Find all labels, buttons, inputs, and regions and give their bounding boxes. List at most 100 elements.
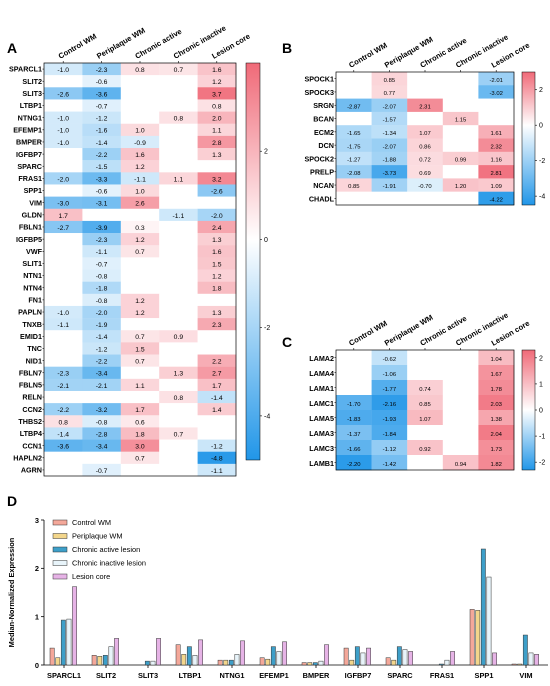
row-label: TNC: [27, 344, 42, 353]
heatmap-cell: [44, 196, 83, 209]
heatmap-cell: [159, 390, 198, 404]
bar: [408, 651, 413, 666]
heatmap-cell: [336, 178, 372, 192]
heatmap-cell: [44, 172, 83, 185]
heatmap-cell: [407, 165, 443, 179]
heatmap-cell: [442, 125, 479, 139]
heatmap-cell: [44, 111, 83, 124]
cell-value: -1.1: [211, 468, 223, 475]
bar: [534, 654, 539, 666]
heatmap-cell: [336, 165, 372, 179]
bar: [114, 638, 119, 666]
cell-value: -1.0: [57, 116, 69, 123]
heatmap-cell: [44, 135, 83, 149]
cell-value: 1.04: [490, 357, 502, 363]
x-tick-label: SPARC: [387, 671, 413, 680]
heatmap-cell: [159, 318, 198, 331]
legend-swatch: [52, 573, 68, 580]
heatmap-cell: [120, 87, 160, 100]
heatmap-cell: [371, 440, 408, 456]
heatmap-cell: [336, 138, 372, 152]
heatmap-cell: [478, 138, 515, 152]
cell-value: -2.87: [347, 104, 360, 110]
cell-value: -2.07: [383, 104, 396, 110]
row-label: RELN: [22, 393, 42, 402]
heatmap-cell: [197, 245, 237, 258]
cell-value: -1.4: [96, 140, 108, 147]
cell-value: 1.78: [490, 387, 502, 393]
bar: [108, 646, 114, 666]
heatmap-cell: [407, 350, 443, 366]
heatmap-cell: [120, 342, 160, 355]
heatmap-cell: [159, 208, 198, 222]
heatmap-cell: [407, 138, 443, 152]
cell-value: -2.6: [211, 188, 223, 195]
heatmap-cell: [442, 440, 479, 456]
y-tick-label: 3: [35, 516, 39, 525]
heatmap-cell: [82, 390, 121, 404]
cell-value: -1.4: [211, 395, 223, 402]
cell-value: -1.42: [383, 462, 396, 468]
heatmap-cell: [197, 318, 237, 331]
row-label: SPARC: [17, 162, 42, 171]
row-label: FBLN7: [19, 368, 42, 377]
heatmap-cell: [442, 138, 479, 152]
cell-value: -2.08: [347, 171, 361, 177]
row-label: CCN2: [22, 405, 42, 414]
heatmap-cell: [120, 75, 160, 88]
colorbar-tick-label: 0: [539, 123, 543, 130]
heatmap-cell: [478, 151, 515, 166]
colorbar-tick-label: 0: [264, 237, 268, 244]
colorbar-tick-label: -2: [264, 325, 270, 332]
heatmap-cell: [478, 410, 515, 426]
row-label: LTBP4: [20, 429, 42, 438]
cell-value: -2.0: [211, 213, 223, 220]
cell-value: -1.84: [383, 432, 397, 438]
legend-label: Chronic inactive lesion: [72, 559, 146, 568]
cell-value: -1.57: [383, 118, 396, 124]
heatmap-cell: [197, 233, 237, 246]
y-tick-label: 1: [35, 612, 39, 621]
cell-value: -1.1: [57, 322, 69, 329]
bar: [217, 659, 223, 666]
heatmap-cell: [442, 151, 479, 166]
colorbar: [245, 62, 261, 461]
colorbar-tick-label: -4: [539, 194, 545, 201]
heatmap-cell: [197, 160, 237, 173]
cell-value: 0.86: [419, 144, 431, 150]
bar: [223, 659, 229, 666]
row-label: NCAN: [313, 181, 334, 190]
heatmap-cell: [478, 85, 515, 99]
cell-value: -1.5: [96, 164, 108, 171]
row-label: DCN: [318, 141, 334, 150]
heatmap-cell: [44, 208, 83, 222]
heatmap-cell: [442, 365, 479, 381]
heatmap-cell: [44, 148, 83, 161]
cell-value: -1.1: [134, 176, 146, 183]
cell-value: -3.2: [96, 407, 108, 414]
heatmap-cell: [159, 245, 198, 258]
bar: [528, 652, 534, 666]
heatmap-cell: [120, 135, 160, 149]
cell-value: 0.74: [419, 387, 431, 393]
heatmap-cell: [371, 410, 408, 426]
heatmap-cell: [120, 293, 160, 307]
heatmap-cell: [82, 111, 121, 124]
heatmap-cell: [44, 354, 83, 367]
heatmap-cell: [120, 257, 160, 270]
heatmap-cell: [371, 125, 408, 139]
row-label: NTNG1: [18, 113, 42, 122]
y-tick-label: 2: [35, 564, 39, 573]
colorbar-tick-label: 2: [539, 355, 543, 362]
heatmap-cell: [371, 178, 408, 192]
heatmap-cell: [159, 463, 198, 477]
cell-value: -0.62: [383, 357, 396, 363]
cell-value: 0.77: [384, 91, 395, 97]
heatmap-cell: [197, 427, 237, 440]
cell-value: -2.0: [57, 176, 69, 183]
heatmap-cell: [371, 98, 408, 113]
heatmap-cell: [159, 196, 198, 209]
cell-value: -1.65: [347, 131, 361, 137]
